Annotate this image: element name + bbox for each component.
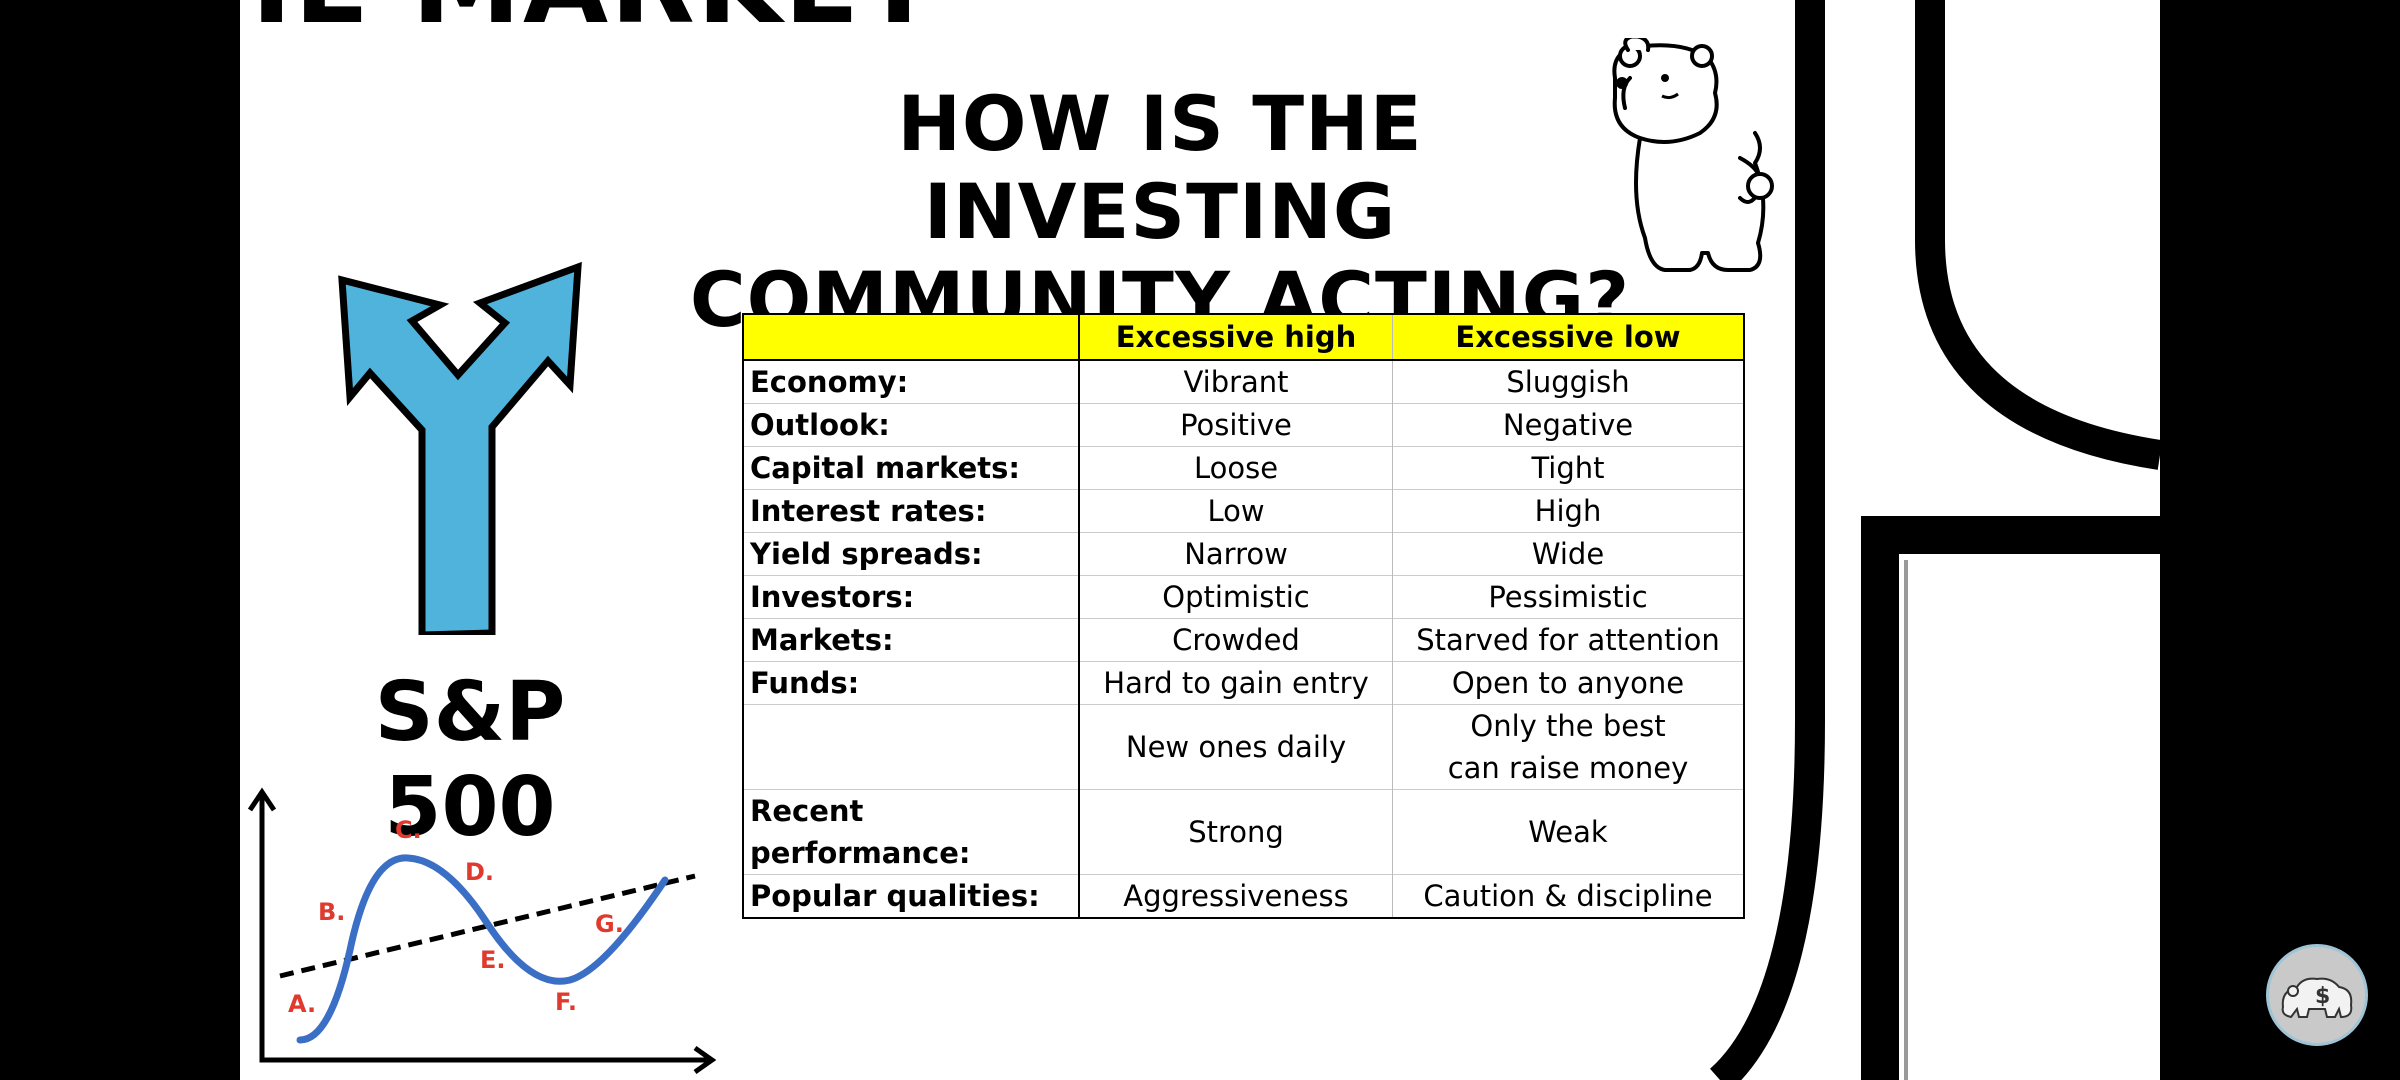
row-label: Economy: [742, 359, 1080, 404]
row-high: Loose [1078, 446, 1393, 490]
thinking-bear-icon [1612, 38, 1774, 272]
table-row: Economy: Vibrant Sluggish [742, 359, 1745, 404]
row-low: Pessimistic [1392, 575, 1745, 619]
row-high: Strong [1078, 789, 1393, 875]
fork-arrow-icon [338, 261, 582, 635]
row-low-line-2: can raise money [1447, 751, 1689, 785]
cycle-point-e: E. [480, 946, 506, 974]
sp500-label: S&P 500 [374, 665, 566, 855]
row-label: Popular qualities: [742, 874, 1080, 918]
row-low: Sluggish [1392, 359, 1745, 404]
title-line-1: HOW IS THE INVESTING [897, 79, 1423, 256]
row-low: Negative [1392, 403, 1745, 447]
table-header-high: Excessive high [1078, 313, 1393, 361]
row-high: Vibrant [1078, 359, 1393, 404]
row-high: Positive [1078, 403, 1393, 447]
row-low: Weak [1392, 789, 1745, 875]
market-cycle-chart: A. B. C. D. E. F. G. [247, 787, 717, 1075]
row-low: Open to anyone [1392, 661, 1745, 705]
row-label: Outlook: [742, 403, 1080, 447]
row-high: Narrow [1078, 532, 1393, 576]
table-row: Interest rates: Low High [742, 489, 1745, 533]
row-label: Markets: [742, 618, 1080, 662]
row-label: Funds: [742, 661, 1080, 705]
row-high: Crowded [1078, 618, 1393, 662]
row-low-line-1: Only the best [1470, 709, 1666, 743]
cycle-point-d: D. [465, 858, 494, 886]
cycle-point-c: C. [395, 816, 422, 844]
page-title: HOW IS THE INVESTING COMMUNITY ACTING? [660, 80, 1660, 344]
cycle-point-a: A. [288, 990, 316, 1018]
table-row: Funds: Hard to gain entry Open to anyone [742, 661, 1745, 705]
row-low: Wide [1392, 532, 1745, 576]
row-low: Tight [1392, 446, 1745, 490]
row-low: Only the best can raise money [1392, 704, 1745, 790]
channel-badge[interactable]: $ [2266, 944, 2368, 1046]
row-label: Capital markets: [742, 446, 1080, 490]
table-row: Outlook: Positive Negative [742, 403, 1745, 447]
table-row: Recent performance: Strong Weak [742, 789, 1745, 875]
row-label: Yield spreads: [742, 532, 1080, 576]
row-low: Caution & discipline [1392, 874, 1745, 918]
row-high: Optimistic [1078, 575, 1393, 619]
table-header-low: Excessive low [1392, 313, 1745, 361]
table-row: Yield spreads: Narrow Wide [742, 532, 1745, 576]
row-label [742, 704, 1080, 790]
cycle-point-f: F. [555, 988, 577, 1016]
cut-off-title: HE MARKET [240, 0, 938, 48]
row-low: Starved for attention [1392, 618, 1745, 662]
table-row: Markets: Crowded Starved for attention [742, 618, 1745, 662]
table-header-blank [742, 313, 1080, 361]
table-row: New ones daily Only the best can raise m… [742, 704, 1745, 790]
cycle-point-g: G. [595, 910, 624, 938]
row-label: Interest rates: [742, 489, 1080, 533]
bear-dollar-badge-icon: $ [2281, 977, 2353, 1019]
row-label: Investors: [742, 575, 1080, 619]
row-high: Hard to gain entry [1078, 661, 1393, 705]
row-label: Recent performance: [742, 789, 1080, 875]
table-row: Investors: Optimistic Pessimistic [742, 575, 1745, 619]
row-high: Low [1078, 489, 1393, 533]
row-high: Aggressiveness [1078, 874, 1393, 918]
table-row: Capital markets: Loose Tight [742, 446, 1745, 490]
row-low: High [1392, 489, 1745, 533]
table-row: Popular qualities: Aggressiveness Cautio… [742, 874, 1745, 918]
row-high: New ones daily [1078, 704, 1393, 790]
table-header-row: Excessive high Excessive low [742, 313, 1745, 361]
decorative-frame-lines [1709, 0, 2160, 1080]
cycle-point-b: B. [318, 898, 345, 926]
investing-community-table: Excessive high Excessive low Economy: Vi… [742, 313, 1745, 919]
svg-text:$: $ [2315, 984, 2330, 1009]
